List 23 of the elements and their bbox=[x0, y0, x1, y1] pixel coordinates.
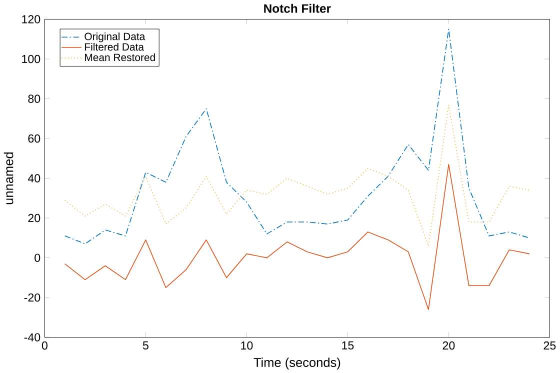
y-tick-label: -40 bbox=[24, 333, 40, 342]
chart-title: Notch Filter bbox=[264, 4, 331, 13]
line-series bbox=[64, 164, 530, 310]
legend-label: Filtered Data bbox=[85, 42, 144, 50]
x-tick-label: 15 bbox=[342, 341, 354, 350]
x-tick-label: 0 bbox=[42, 341, 48, 350]
x-tick-label: 10 bbox=[241, 341, 253, 350]
y-tick-label: 60 bbox=[28, 134, 40, 142]
y-tick-label: 20 bbox=[28, 214, 40, 222]
x-axis-title: Time (seconds) bbox=[254, 357, 340, 370]
line-series bbox=[64, 28, 530, 244]
y-axis-title: unnamed bbox=[4, 152, 14, 204]
y-tick-label: 0 bbox=[34, 254, 40, 262]
legend-label: Original Data bbox=[84, 32, 146, 42]
y-tick-label: 100 bbox=[22, 54, 40, 63]
y-tick-label: 80 bbox=[28, 94, 40, 103]
x-tick-label: 25 bbox=[544, 341, 556, 350]
y-tick-label: 120 bbox=[22, 14, 40, 24]
x-tick-label: 5 bbox=[142, 341, 148, 350]
x-tick-label: 20 bbox=[442, 341, 455, 350]
y-tick-label: 40 bbox=[28, 174, 40, 182]
legend-label: Mean Restored bbox=[85, 53, 155, 61]
y-tick-label: -20 bbox=[24, 293, 40, 302]
